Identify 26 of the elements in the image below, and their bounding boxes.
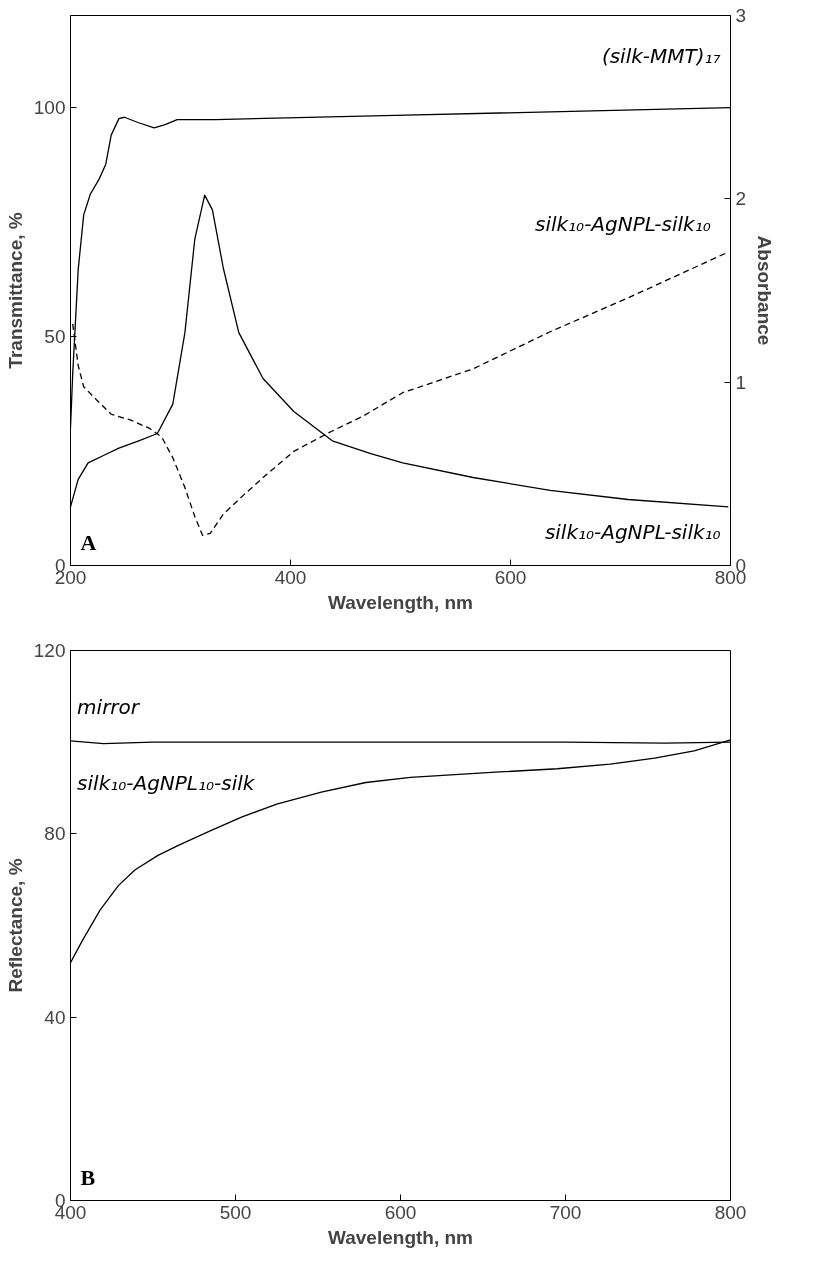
x-tick-label: 400 [274, 566, 307, 588]
text: (silk-MMT)₁₇ [601, 43, 721, 68]
series-label: silk₁₀-AgNPL₁₀-silk [77, 770, 256, 795]
y2-tick-label: 2 [735, 188, 747, 210]
y-axis-title: Reflectance, % [4, 858, 26, 993]
y-axis-title: Transmittance, % [4, 212, 26, 369]
y-tick-label: 50 [44, 325, 66, 347]
x-tick-label: 500 [219, 1201, 252, 1223]
y2-tick-label: 3 [735, 5, 747, 26]
x-tick-label: 800 [714, 1201, 747, 1223]
x-tick-label: 600 [384, 1201, 417, 1223]
y2-tick-label: 1 [735, 371, 747, 393]
y-tick-label: 100 [33, 96, 66, 118]
series-label: silk₁₀-AgNPL-silk₁₀ [544, 519, 721, 544]
y-tick-label: 40 [44, 1006, 66, 1028]
y-tick-label: 80 [44, 823, 66, 845]
annotation: A [80, 529, 97, 555]
annotation: B [80, 1164, 96, 1190]
x-tick-label: 700 [549, 1201, 582, 1223]
x-axis-title: Wavelength, nm [328, 591, 473, 613]
x-tick-label: 600 [494, 566, 527, 588]
series-label: mirror [77, 695, 141, 720]
y-tick-label: 120 [33, 640, 66, 661]
y2-axis-title: Absorbance [754, 235, 776, 346]
series-label: silk₁₀-AgNPL-silk₁₀ [534, 211, 711, 236]
x-axis-title: Wavelength, nm [328, 1226, 473, 1248]
